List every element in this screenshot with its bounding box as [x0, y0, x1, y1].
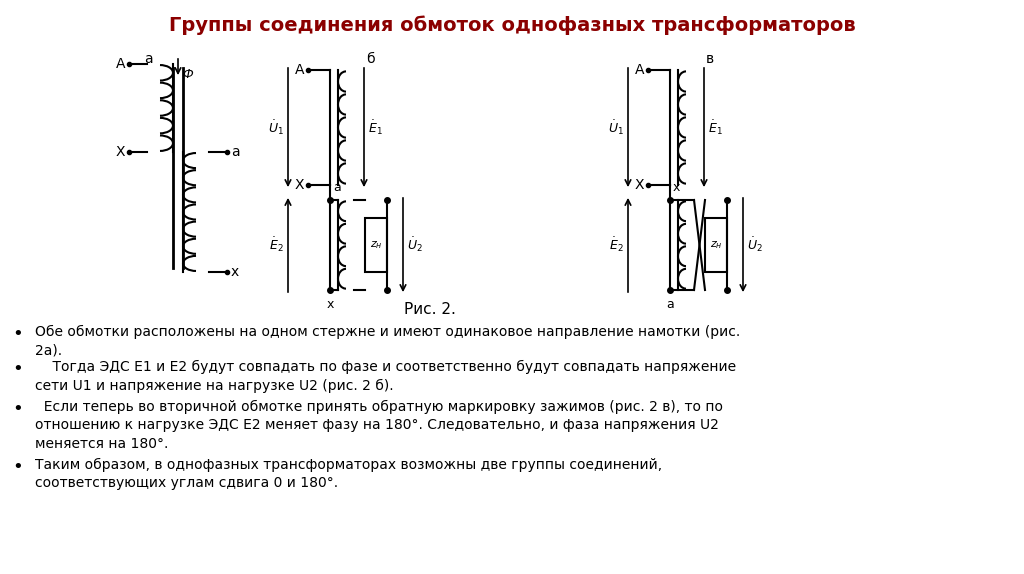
- Text: Рис. 2.: Рис. 2.: [404, 302, 456, 317]
- Text: $\dot{U}_1$: $\dot{U}_1$: [268, 118, 284, 137]
- Text: Таким образом, в однофазных трансформаторах возможны две группы соединений,
соот: Таким образом, в однофазных трансформато…: [35, 458, 663, 491]
- Text: а: а: [333, 181, 341, 194]
- Text: $z_н$: $z_н$: [710, 239, 722, 251]
- Text: х: х: [327, 298, 334, 311]
- Text: $\dot{U}_2$: $\dot{U}_2$: [407, 236, 423, 254]
- Text: б: б: [366, 52, 375, 66]
- Text: а: а: [143, 52, 153, 66]
- Text: Х: Х: [295, 178, 304, 192]
- Text: •: •: [12, 458, 24, 476]
- Text: •: •: [12, 360, 24, 378]
- Text: х: х: [231, 265, 240, 279]
- Text: а: а: [231, 145, 240, 159]
- Text: Х: Х: [116, 145, 125, 159]
- Text: •: •: [12, 325, 24, 343]
- Text: $z_н$: $z_н$: [370, 239, 382, 251]
- Text: $\dot{E}_2$: $\dot{E}_2$: [609, 236, 624, 254]
- Text: Группы соединения обмоток однофазных трансформаторов: Группы соединения обмоток однофазных тра…: [169, 15, 855, 34]
- Text: Ф: Ф: [182, 68, 193, 80]
- Bar: [705, 218, 727, 272]
- Text: х: х: [673, 181, 680, 194]
- Text: Тогда ЭДС E1 и E2 будут совпадать по фазе и соответственно будут совпадать напря: Тогда ЭДС E1 и E2 будут совпадать по фаз…: [35, 360, 736, 393]
- Text: $\dot{E}_1$: $\dot{E}_1$: [368, 118, 383, 137]
- Text: $\dot{E}_1$: $\dot{E}_1$: [708, 118, 723, 137]
- Text: Обе обмотки расположены на одном стержне и имеют одинаковое направление намотки : Обе обмотки расположены на одном стержне…: [35, 325, 740, 358]
- Text: •: •: [12, 400, 24, 418]
- Text: Х: Х: [635, 178, 644, 192]
- Text: Если теперь во вторичной обмотке принять обратную маркировку зажимов (рис. 2 в),: Если теперь во вторичной обмотке принять…: [35, 400, 723, 451]
- Text: в: в: [706, 52, 714, 66]
- Text: $\dot{U}_2$: $\dot{U}_2$: [746, 236, 763, 254]
- Bar: [365, 218, 387, 272]
- Text: А: А: [295, 63, 304, 77]
- Text: а: а: [667, 298, 674, 311]
- Text: $\dot{E}_2$: $\dot{E}_2$: [269, 236, 284, 254]
- Text: $\dot{U}_1$: $\dot{U}_1$: [608, 118, 624, 137]
- Text: А: А: [635, 63, 644, 77]
- Text: А: А: [116, 57, 125, 71]
